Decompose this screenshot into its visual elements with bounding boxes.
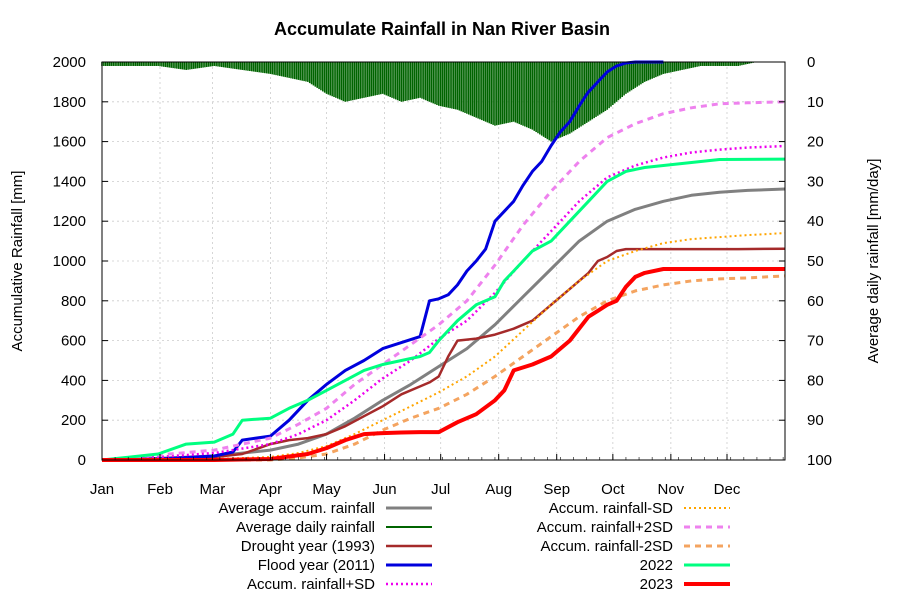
legend-label: Accum. rainfall-2SD [540,538,673,555]
x-tick-label: Sep [543,481,570,498]
y2-tick-label: 20 [807,134,824,151]
x-tick-label: Jul [431,481,450,498]
y2-tick-label: 0 [807,54,815,71]
y-tick-label: 1800 [53,94,86,111]
y-tick-label: 2000 [53,54,86,71]
legend-label: 2022 [640,557,673,574]
x-tick-label: Jun [372,481,396,498]
x-tick-label: Dec [714,481,741,498]
legend: Average accum. rainfall Average daily rai… [219,500,730,593]
y-axis-label: Accumulative Rainfall [mm] [9,171,26,352]
x-tick-label: Oct [601,481,625,498]
series-line [102,274,786,462]
daily-rainfall-bars [101,62,756,142]
legend-label: Accum. rainfall+2SD [537,519,673,536]
y-tick-label: 600 [61,333,86,350]
series-line [101,100,786,462]
x-tick-label: Mar [199,481,225,498]
y-tick-label: 400 [61,372,86,389]
y2-tick-label: 60 [807,293,824,310]
y-tick-label: 1200 [53,213,86,230]
legend-label: Average accum. rainfall [219,500,375,517]
y-tick-label: 1600 [53,134,86,151]
chart-title: Accumulate Rainfall in Nan River Basin [274,19,610,39]
y-axis-left: 0 200 400 600 800 1000 1200 1400 1600 1800 2000 [53,54,108,469]
series-lines [101,60,786,462]
x-tick-label: Aug [485,481,512,498]
legend-label: Average daily rainfall [236,519,375,536]
x-axis: Jan Feb Mar Apr May Jun Jul Aug Sep Oct Nov Dec [90,454,784,498]
series-line [101,144,786,462]
series-line [101,187,786,462]
x-tick-label: May [312,481,341,498]
y2-tick-label: 80 [807,372,824,389]
series-line [101,60,664,462]
y-tick-label: 1400 [53,173,86,190]
y2-tick-label: 30 [807,173,824,190]
y-tick-label: 1000 [53,253,86,270]
x-tick-label: Jan [90,481,114,498]
legend-label: Accum. rainfall+SD [247,576,375,593]
y2-tick-label: 50 [807,253,824,270]
legend-label: 2023 [640,576,673,593]
x-tick-label: Feb [147,481,173,498]
x-tick-label: Apr [259,481,282,498]
series-line [101,157,786,462]
series-line [102,267,785,462]
y-axis-right: 0 10 20 30 40 50 60 70 80 90 100 [779,54,832,469]
y2-tick-label: 40 [807,213,824,230]
x-tick-label: Nov [658,481,685,498]
grid [101,61,785,461]
y-tick-label: 0 [78,452,86,469]
y2-axis-label: Average daily rainfall [mm/day] [865,159,882,364]
y-tick-label: 800 [61,293,86,310]
legend-label: Flood year (2011) [258,557,375,574]
y2-tick-label: 10 [807,94,824,111]
legend-label: Drought year (1993) [241,538,375,555]
y-tick-label: 200 [61,412,86,429]
y2-tick-label: 90 [807,412,824,429]
series-line [101,247,786,462]
y2-tick-label: 70 [807,333,824,350]
y2-tick-label: 100 [807,452,832,469]
legend-label: Accum. rainfall-SD [549,500,673,517]
